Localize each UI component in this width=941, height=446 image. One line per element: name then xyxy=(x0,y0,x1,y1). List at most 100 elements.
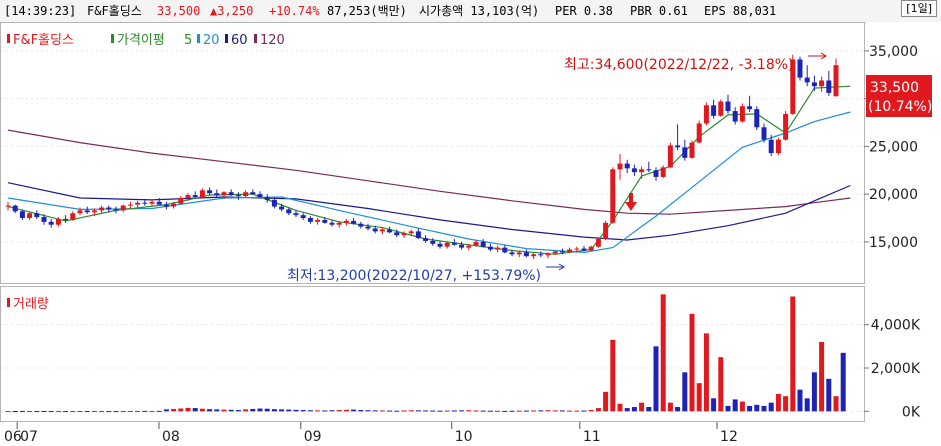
candle-body xyxy=(336,222,342,225)
price-tag-value: 33,500 xyxy=(870,80,919,96)
candle-body xyxy=(703,105,709,124)
current-price-tag: 33,500 (10.74%) xyxy=(866,75,932,117)
volume-bar xyxy=(567,410,573,412)
volume-bar xyxy=(725,405,731,412)
candle-body xyxy=(660,167,666,177)
volume-bar xyxy=(5,411,11,413)
candle-body xyxy=(804,77,810,83)
legend-volume: 거래량 xyxy=(13,297,49,312)
candle-body xyxy=(624,163,630,169)
volume-bar xyxy=(833,396,839,412)
volume-bar xyxy=(84,411,90,413)
candle-body xyxy=(415,231,421,239)
volume-bar xyxy=(811,372,817,412)
volume-bar xyxy=(473,410,479,412)
candle-body xyxy=(199,190,205,197)
volume-bar xyxy=(523,410,529,412)
volume-bar xyxy=(279,409,285,412)
candle-body xyxy=(5,205,11,207)
candle-body xyxy=(574,248,580,250)
volume-bar xyxy=(264,408,270,412)
candle-body xyxy=(783,113,789,140)
low-annotation-arrow-head xyxy=(558,263,565,271)
candle-body xyxy=(516,252,522,255)
candle-body xyxy=(819,80,825,87)
volume-bar xyxy=(149,411,155,413)
volume-bars xyxy=(5,294,846,413)
candle-body xyxy=(689,142,695,158)
volume-tick-label: 2,000K xyxy=(871,361,921,377)
high-annotation-text: 최고:34,600(2022/12/22, -3.18%) xyxy=(564,57,794,73)
quote-bar: [14:39:23] F&F홀딩스 33,500 ▲3,250 +10.74% … xyxy=(0,0,941,23)
candle-body xyxy=(228,192,234,196)
candle-body xyxy=(120,205,126,211)
candle-body xyxy=(243,192,249,197)
candle-body xyxy=(99,207,105,211)
candle-body xyxy=(351,220,357,224)
candle-body xyxy=(739,106,745,122)
candle-body xyxy=(307,218,313,222)
candle-body xyxy=(732,111,738,122)
legend-ma120: 120 xyxy=(260,33,285,48)
volume-bar xyxy=(718,357,724,412)
spike-arrow-icon xyxy=(625,193,637,211)
volume-bar xyxy=(531,410,537,412)
candle-body xyxy=(77,210,83,214)
candle-body xyxy=(221,192,227,196)
volume-bar xyxy=(538,410,544,412)
candle-body xyxy=(487,246,493,250)
volume-bar xyxy=(588,410,594,412)
volume-bar xyxy=(732,399,738,412)
volume-bar xyxy=(646,407,652,412)
volume-bar xyxy=(322,410,328,412)
volume-bar xyxy=(739,401,745,412)
candle-body xyxy=(552,251,558,254)
volume-bar xyxy=(804,398,810,412)
ma120-line xyxy=(7,129,851,215)
volume-bar xyxy=(660,294,666,412)
pbr-value: PBR 0.61 xyxy=(630,4,688,18)
volume-bar xyxy=(840,352,846,412)
candle-body xyxy=(192,195,198,197)
candle-body xyxy=(833,65,839,97)
volume-bar xyxy=(495,410,501,412)
candle-body xyxy=(495,247,501,250)
volume-y-axis: 0K 2,000K 4,000K xyxy=(864,318,921,420)
volume-bar xyxy=(747,405,753,412)
candle-body xyxy=(444,242,450,247)
candle-body xyxy=(768,139,774,154)
volume-bar xyxy=(826,378,832,412)
volume-bar xyxy=(171,408,177,412)
volume-bar xyxy=(257,408,263,412)
volume-bar xyxy=(797,389,803,412)
volume-bar xyxy=(365,410,371,412)
volume-bar xyxy=(243,409,249,412)
candle-body xyxy=(559,251,565,253)
volume-bar xyxy=(192,408,198,412)
volume-bar xyxy=(387,410,393,412)
volume-bar xyxy=(315,410,321,412)
candle-body xyxy=(149,201,155,204)
candle-body xyxy=(502,247,508,253)
eps-value: EPS 88,031 xyxy=(704,4,777,18)
period-selector-button[interactable]: [1일] xyxy=(901,0,937,17)
low-annotation: 최저:13,200(2022/10/27, +153.79%) xyxy=(287,263,565,284)
volume-bar xyxy=(113,411,119,413)
volume-bar xyxy=(63,411,69,413)
volume-bar xyxy=(336,410,342,412)
candle-body xyxy=(588,246,594,251)
volume-bar xyxy=(761,405,767,412)
low-annotation-text: 최저:13,200(2022/10/27, +153.79%) xyxy=(287,268,541,284)
candle-body xyxy=(156,201,162,205)
candle-body xyxy=(610,169,616,223)
candle-body xyxy=(63,218,69,220)
candle-body xyxy=(387,229,393,233)
volume-bar xyxy=(754,404,760,412)
volume-bar xyxy=(358,410,364,412)
legend-ma5: 5 xyxy=(184,33,192,48)
volume-bar xyxy=(286,409,292,412)
candle-body xyxy=(430,240,436,244)
per-value: PER 0.38 xyxy=(555,4,613,18)
volume-bar xyxy=(480,410,486,412)
candle-body xyxy=(595,239,601,247)
